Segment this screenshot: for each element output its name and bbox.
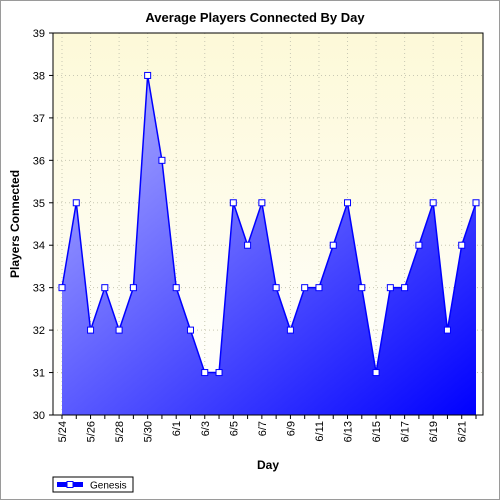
data-point	[372, 369, 380, 377]
y-tick-label: 35	[33, 198, 45, 210]
data-point	[158, 156, 166, 164]
data-point	[286, 326, 294, 334]
data-point	[244, 241, 252, 249]
data-point	[315, 284, 323, 292]
x-tick-label: 6/3	[200, 421, 212, 436]
y-tick-label: 36	[33, 155, 45, 167]
y-tick-label: 33	[33, 283, 45, 295]
series-markers-genesis	[58, 71, 480, 377]
y-tick-label: 32	[33, 325, 45, 337]
x-tick-label: 6/9	[285, 421, 297, 436]
data-point	[72, 199, 80, 207]
x-axis-label: Day	[257, 458, 279, 472]
y-tick-label: 39	[33, 28, 45, 40]
y-tick-label: 31	[33, 368, 45, 380]
x-tick-label: 5/30	[143, 421, 155, 442]
x-tick-label: 6/5	[228, 421, 240, 436]
x-tick-label: 5/26	[86, 421, 98, 442]
data-point	[401, 284, 409, 292]
data-point	[172, 284, 180, 292]
x-tick-label: 6/1	[171, 421, 183, 436]
x-tick-label: 6/15	[371, 421, 383, 442]
data-point	[258, 199, 266, 207]
data-point	[58, 284, 66, 292]
x-tick-label: 5/24	[57, 421, 69, 442]
data-point	[415, 241, 423, 249]
y-axis-ticks: 30 31 32 33 34 35 36 37 38 39	[33, 28, 53, 422]
data-point	[386, 284, 394, 292]
data-point	[87, 326, 95, 334]
data-point	[443, 326, 451, 334]
x-tick-label: 6/13	[343, 421, 355, 442]
x-tick-label: 6/17	[400, 421, 412, 442]
x-tick-label: 6/19	[428, 421, 440, 442]
data-point	[101, 284, 109, 292]
legend-marker	[66, 481, 74, 488]
y-tick-label: 38	[33, 70, 45, 82]
x-tick-label: 6/21	[457, 421, 469, 442]
data-point	[186, 326, 194, 334]
plot-border	[52, 32, 484, 416]
y-axis-label: Players Connected	[8, 170, 22, 278]
y-tick-label: 34	[33, 240, 45, 252]
y-tick-label: 30	[33, 410, 45, 422]
x-axis-ticks: 5/24 5/26 5/28 5/30 6/1 6/3 6/5 6/7 6/9 6/11 6/13 6…	[57, 415, 477, 442]
x-tick-label: 5/28	[114, 421, 126, 442]
x-tick-label: 6/11	[314, 421, 326, 442]
data-point	[115, 326, 123, 334]
data-point	[429, 199, 437, 207]
data-point	[129, 284, 137, 292]
data-point	[144, 71, 152, 79]
data-point	[458, 241, 466, 249]
series-line-genesis	[61, 75, 477, 374]
legend-label-genesis: Genesis	[90, 481, 127, 492]
data-point	[201, 369, 209, 377]
chart-title: Average Players Connected By Day	[145, 10, 365, 25]
x-tick-label: 6/7	[257, 421, 269, 436]
data-point	[229, 199, 237, 207]
y-tick-label: 37	[33, 113, 45, 125]
data-point	[301, 284, 309, 292]
data-point	[272, 284, 280, 292]
data-point	[344, 199, 352, 207]
legend: Genesis	[52, 476, 134, 493]
data-point	[472, 199, 480, 207]
data-point	[358, 284, 366, 292]
data-point	[329, 241, 337, 249]
data-point	[215, 369, 223, 377]
legend-box	[52, 476, 134, 493]
